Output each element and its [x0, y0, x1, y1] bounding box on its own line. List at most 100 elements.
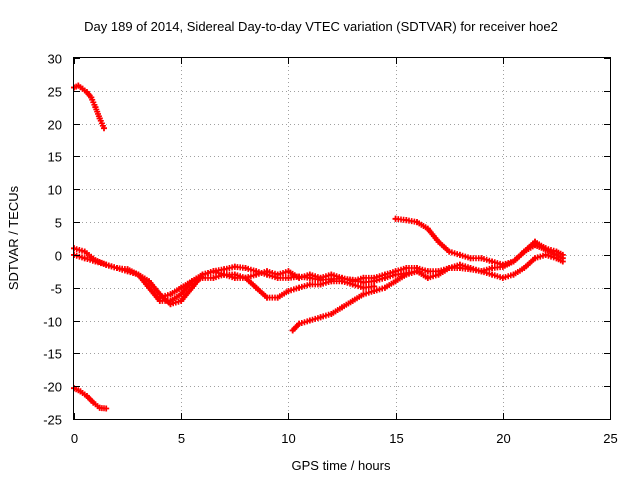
axes: 0 5 10 15 20 25 -25 -20 -15 -10 -5 0 5 10 15 20 25 30	[43, 52, 618, 447]
data-point	[435, 238, 442, 245]
data-point	[253, 284, 260, 291]
data-point	[81, 255, 88, 262]
data-point	[521, 265, 528, 271]
data-point	[306, 281, 313, 288]
data-point	[424, 225, 431, 232]
data-point	[542, 245, 549, 252]
x-tick-label: 25	[603, 431, 617, 446]
data-point	[403, 265, 410, 271]
data-point	[532, 255, 538, 262]
y-tick-label: 20	[48, 118, 62, 133]
data-point	[371, 288, 378, 294]
x-tick-label: 10	[281, 431, 295, 446]
data-point	[339, 304, 345, 311]
data-point	[199, 271, 206, 278]
y-tick-label: -25	[43, 413, 62, 428]
data-point	[317, 274, 324, 281]
data-point	[96, 115, 103, 122]
y-tick-label: 15	[48, 150, 62, 165]
data-point	[253, 271, 260, 278]
data-point	[210, 268, 217, 275]
data-point	[489, 265, 496, 271]
data-point	[221, 271, 228, 278]
x-tick-label: 5	[178, 431, 185, 446]
data-point	[403, 217, 410, 224]
data-point	[424, 274, 431, 281]
data-point	[135, 271, 142, 278]
data-point	[81, 248, 88, 255]
data-point	[231, 263, 238, 270]
data-point	[188, 278, 195, 285]
data-point	[79, 85, 86, 92]
series-trace	[156, 242, 564, 301]
data-point	[435, 271, 442, 278]
data-point	[360, 284, 367, 291]
data-point	[296, 274, 303, 281]
data-point	[101, 125, 107, 132]
data-point	[90, 399, 97, 406]
data-point	[467, 255, 474, 262]
data-point	[285, 288, 292, 294]
data-point	[414, 268, 420, 275]
data-point	[264, 294, 270, 301]
data-point	[113, 265, 120, 271]
data-point	[553, 248, 560, 255]
data-point	[92, 258, 99, 265]
y-tick-label: 30	[48, 52, 62, 67]
data-point	[328, 278, 335, 285]
data-point	[178, 297, 185, 304]
x-tick-label: 20	[496, 431, 510, 446]
data-point	[328, 271, 335, 278]
data-point	[360, 274, 367, 281]
data-point	[328, 311, 335, 317]
data-point	[532, 238, 538, 245]
y-tick-label: -5	[50, 282, 62, 297]
data-point	[317, 281, 324, 288]
data-point	[285, 274, 292, 281]
data-point	[83, 393, 90, 399]
data-point	[285, 268, 292, 275]
data-point	[392, 268, 399, 275]
data-point	[274, 271, 281, 278]
data-point	[242, 265, 249, 271]
data-point	[381, 284, 388, 291]
data-point	[231, 274, 238, 281]
plot-frame	[73, 57, 611, 420]
y-tick-label: -10	[43, 315, 62, 330]
data-point	[478, 255, 485, 262]
data-point	[489, 258, 496, 265]
series-track-f	[289, 251, 566, 334]
data-point	[559, 258, 566, 265]
data-point	[306, 317, 313, 324]
data-point	[242, 274, 249, 281]
data-point	[124, 268, 131, 275]
data-point	[274, 294, 281, 301]
y-tick-label: 10	[48, 183, 62, 198]
series-track-d	[71, 251, 378, 304]
data-point	[83, 89, 90, 96]
series-track-b	[71, 385, 110, 412]
y-tick-label: -15	[43, 347, 62, 362]
data-point	[542, 251, 549, 258]
data-point	[77, 388, 84, 395]
x-tick-label: 15	[389, 431, 403, 446]
data-point	[360, 291, 367, 298]
data-point	[178, 284, 185, 291]
data-point	[75, 82, 82, 89]
grid-lines	[74, 58, 610, 419]
data-point	[146, 284, 152, 291]
data-point	[424, 268, 431, 275]
y-tick-label: 0	[55, 249, 62, 264]
data-points	[71, 82, 566, 412]
y-tick-label: -20	[43, 380, 62, 395]
data-point	[403, 271, 410, 278]
data-point	[553, 255, 560, 262]
data-point	[296, 284, 303, 291]
data-point	[559, 251, 566, 258]
data-point	[289, 327, 296, 334]
data-point	[103, 405, 110, 412]
y-tick-label: 25	[48, 85, 62, 100]
data-point	[371, 274, 378, 281]
data-point	[499, 261, 506, 268]
